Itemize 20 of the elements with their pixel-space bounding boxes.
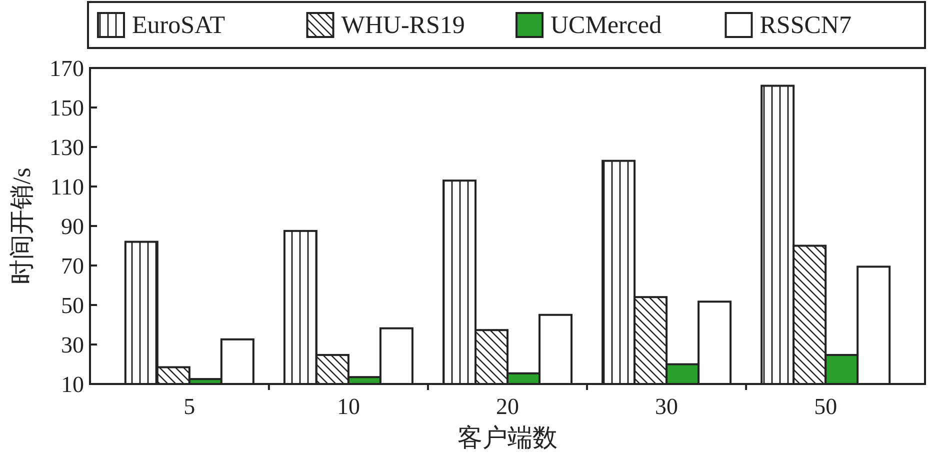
y-tick-label: 170	[50, 56, 84, 81]
x-tick-label: 10	[336, 394, 360, 419]
x-axis-title: 客户端数	[458, 424, 558, 452]
y-tick-label: 50	[61, 293, 84, 318]
x-tick-label: 20	[496, 394, 519, 419]
y-axis-title: 时间开销/s	[9, 168, 36, 284]
x-tick-label: 30	[655, 394, 678, 419]
x-tick-label: 50	[814, 394, 838, 419]
y-tick-label: 10	[61, 372, 84, 397]
y-tick-label: 90	[61, 214, 84, 239]
legend-label: WHU-RS19	[341, 12, 465, 39]
legend-label: EuroSAT	[132, 12, 226, 39]
y-tick-label: 70	[61, 254, 84, 278]
y-tick-label: 130	[50, 135, 84, 160]
y-tick-label: 150	[50, 96, 84, 120]
y-tick-label: 110	[50, 174, 84, 200]
x-tick-label: 5	[184, 394, 196, 419]
legend-label: RSSCN7	[760, 12, 852, 39]
y-tick-label: 30	[61, 332, 84, 358]
legend-label: UCMerced	[550, 12, 662, 39]
